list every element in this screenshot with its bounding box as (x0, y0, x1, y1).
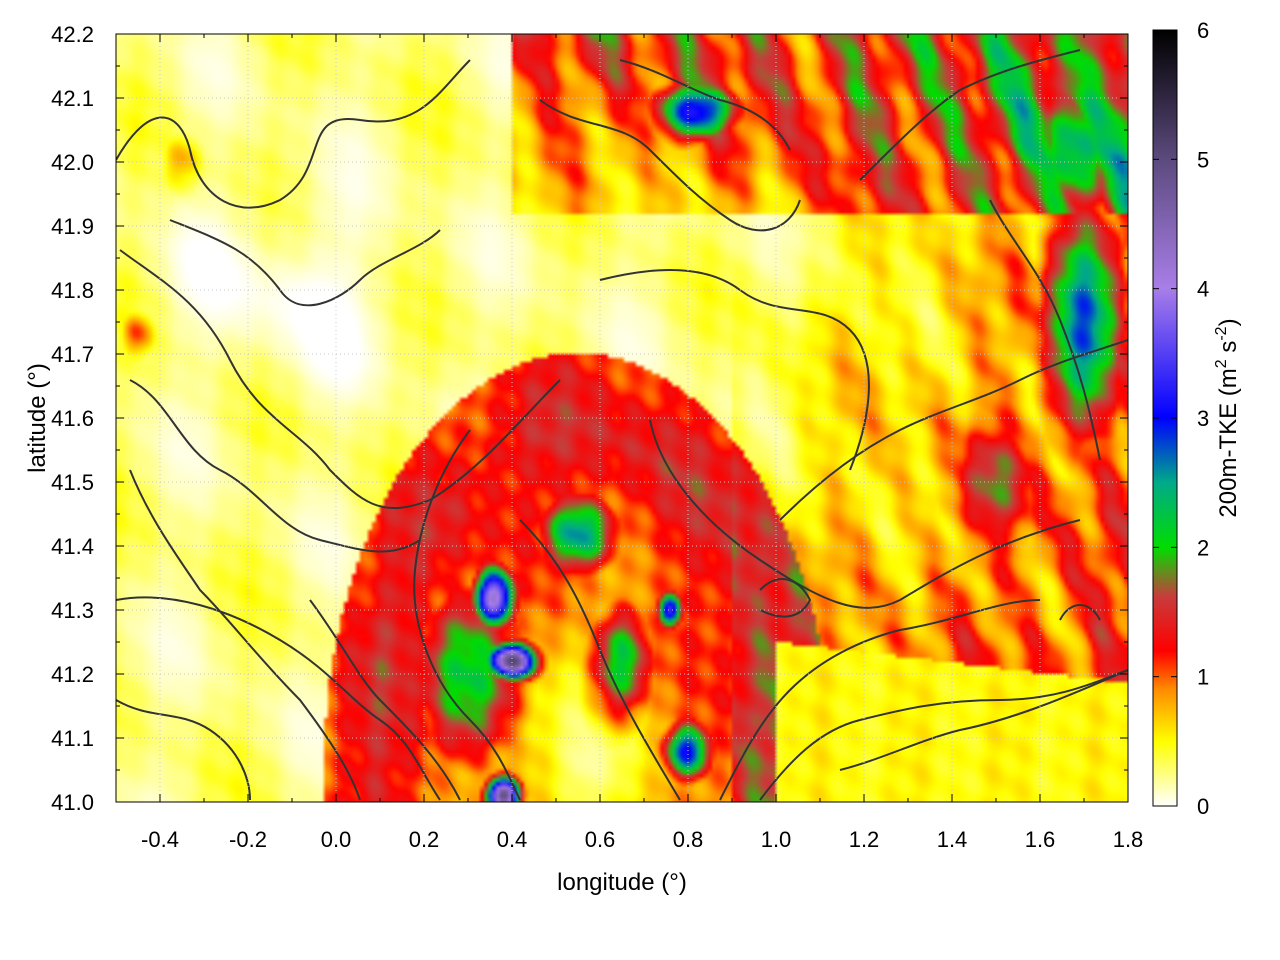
contour-line (1059, 604, 1101, 621)
x-tick-label: 1.6 (1025, 827, 1056, 852)
colorbar-title-sup1: 2 (1213, 359, 1230, 368)
contour-line (413, 429, 521, 801)
x-tick-label: 0.6 (585, 827, 616, 852)
contour-line (116, 699, 251, 801)
contour-line (309, 599, 461, 801)
y-tick-label: 41.6 (51, 406, 94, 431)
y-tick-label: 41.1 (51, 726, 94, 751)
contour-line (649, 419, 1081, 609)
x-tick-label: -0.2 (229, 827, 267, 852)
colorbar-tick-label: 6 (1197, 18, 1209, 43)
colorbar-tick-label: 1 (1197, 665, 1209, 690)
y-tick-label: 41.7 (51, 342, 94, 367)
colorbar-axis: 0 1 2 3 4 5 6 (1153, 18, 1209, 819)
x-axis-title: longitude (°) (557, 869, 687, 896)
colorbar-tick-label: 5 (1197, 147, 1209, 172)
contour-line (859, 49, 1081, 181)
contour-line (989, 199, 1101, 461)
contour-line (129, 469, 361, 801)
x-tick-label: 1.8 (1113, 827, 1144, 852)
y-axis-title: latitude (°) (24, 363, 51, 473)
x-tick-label: 1.4 (937, 827, 968, 852)
y-tick-label: 41.5 (51, 470, 94, 495)
colorbar-title: 200m-TKE (m2 s-2) (1213, 318, 1242, 517)
x-tick-label: 0.8 (673, 827, 704, 852)
colorbar-tick-label: 0 (1197, 794, 1209, 819)
x-tick-label: 0.2 (409, 827, 440, 852)
contour-line (599, 269, 870, 471)
x-tick-label: 1.2 (849, 827, 880, 852)
y-tick-label: 41.8 (51, 278, 94, 303)
colorbar-tick-label: 4 (1197, 277, 1209, 302)
x-tick-label: 0.4 (497, 827, 528, 852)
x-axis: -0.4 -0.2 0.0 0.2 0.4 0.6 0.8 1.0 1.2 1.4 1.6 1.8 (141, 34, 1143, 852)
y-tick-label: 41.2 (51, 662, 94, 687)
contour-line (759, 669, 1128, 801)
colorbar-tick-label: 3 (1197, 406, 1209, 431)
colorbar-title-end: ) (1215, 318, 1242, 326)
x-tick-label: 0.0 (321, 827, 352, 852)
colorbar-title-sup2: -2 (1213, 326, 1230, 340)
contour-line (619, 59, 791, 151)
x-tick-label: 1.0 (761, 827, 792, 852)
y-tick-label: 42.0 (51, 150, 94, 175)
contour-line (839, 669, 1128, 771)
contour-line (119, 249, 561, 509)
contour-line (129, 379, 421, 553)
colorbar-title-mid: s (1215, 341, 1242, 360)
contour-line (759, 578, 812, 618)
contour-line (116, 596, 441, 801)
contour-line (169, 219, 441, 307)
y-tick-label: 41.3 (51, 598, 94, 623)
y-tick-label: 42.1 (51, 86, 94, 111)
x-tick-label: -0.4 (141, 827, 179, 852)
y-tick-label: 42.2 (51, 22, 94, 47)
contour-line (539, 99, 801, 232)
contour-line (116, 59, 471, 209)
y-tick-label: 41.9 (51, 214, 94, 239)
colorbar-title-main: 200m-TKE (m (1215, 368, 1242, 517)
y-tick-label: 41.0 (51, 790, 94, 815)
y-tick-label: 41.4 (51, 534, 94, 559)
colorbar-tick-label: 2 (1197, 535, 1209, 560)
y-axis: 41.0 41.1 41.2 41.3 41.4 41.5 41.6 41.7 41.8 41.9… (51, 22, 1128, 815)
